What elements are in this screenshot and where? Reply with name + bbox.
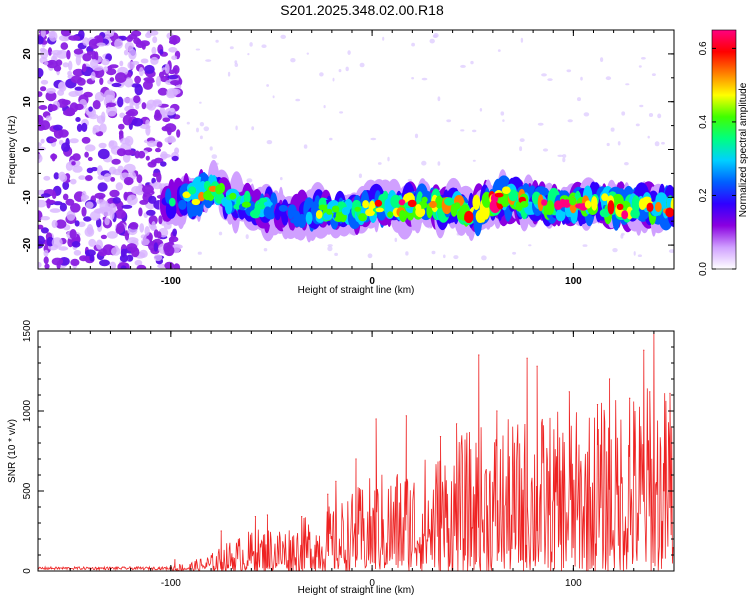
snr-y-tick-label: 1500 [22, 319, 33, 342]
spectrogram-y-tick-label: 10 [22, 96, 33, 108]
spectrogram-x-tick-label: -100 [161, 276, 181, 287]
snr-peak [375, 418, 377, 420]
snr-peak [439, 436, 442, 438]
snr-peak [266, 514, 268, 516]
snr-x-label: Height of straight line (km) [298, 585, 415, 596]
snr-peak [335, 480, 337, 482]
snr-peak [526, 357, 528, 359]
snr-peak [254, 516, 256, 518]
colorbar-tick-label: 0.6 [698, 41, 709, 55]
colorbar: 0.0 0.2 0.4 0.6 Normalized spectral amplitu… [698, 29, 749, 276]
spectrogram-y-tick-label: 20 [22, 48, 33, 60]
snr-peak [596, 404, 599, 406]
spectrogram-image [38, 30, 674, 269]
snr-peak [536, 365, 538, 367]
spectrogram-y-tick-label: 0 [22, 146, 33, 152]
spectrogram-x-label: Height of straight line (km) [298, 285, 415, 296]
snr-peak [174, 559, 176, 561]
snr-y-tick-label: 500 [22, 482, 33, 499]
snr-peak [643, 349, 645, 351]
spectrogram-y-label: Frequency (Hz) [7, 116, 18, 185]
snr-peak [629, 397, 631, 399]
snr-peak [669, 392, 671, 394]
colorbar-gradient [712, 30, 736, 269]
colorbar-ticks: 0.0 0.2 0.4 0.6 [698, 41, 736, 276]
snr-y-tick-label: 1000 [22, 399, 33, 422]
snr-peak [301, 516, 303, 518]
snr-peak [456, 423, 458, 425]
snr-frame [37, 330, 675, 572]
colorbar-frame [711, 29, 737, 270]
snr-peak [568, 391, 570, 393]
snr-series [38, 331, 674, 571]
snr-peak [327, 493, 329, 495]
snr-peak [220, 530, 222, 532]
spectrogram-x-tick-label: 100 [565, 276, 582, 287]
snr-x-tick-label: -100 [161, 578, 181, 589]
spectrogram-y-tick-label: -10 [22, 190, 33, 205]
snr-line [38, 331, 674, 571]
figure-title: S201.2025.348.02.00.R18 [280, 2, 444, 18]
snr-y-tick-label: 0 [22, 568, 33, 574]
snr-y-label: SNR (10 * v/v) [7, 419, 18, 483]
colorbar-tick-label: 0.2 [698, 188, 709, 202]
colorbar-tick-label: 0.0 [698, 262, 709, 276]
snr-peak [496, 410, 498, 412]
snr-peak [649, 391, 651, 393]
snr-peak [478, 354, 480, 356]
snr-x-tick-label: 100 [565, 578, 582, 589]
spectrogram-y-tick-label: -20 [22, 237, 33, 252]
colorbar-label: Normalized spectral amplitude [738, 82, 749, 217]
snr-peak [405, 415, 407, 417]
snr-x-tick-label: 0 [369, 578, 375, 589]
spectrogram-x-tick-label: 0 [369, 276, 375, 287]
snr-peak [355, 458, 357, 460]
colorbar-tick-label: 0.4 [698, 115, 709, 129]
snr-peak [609, 378, 611, 380]
